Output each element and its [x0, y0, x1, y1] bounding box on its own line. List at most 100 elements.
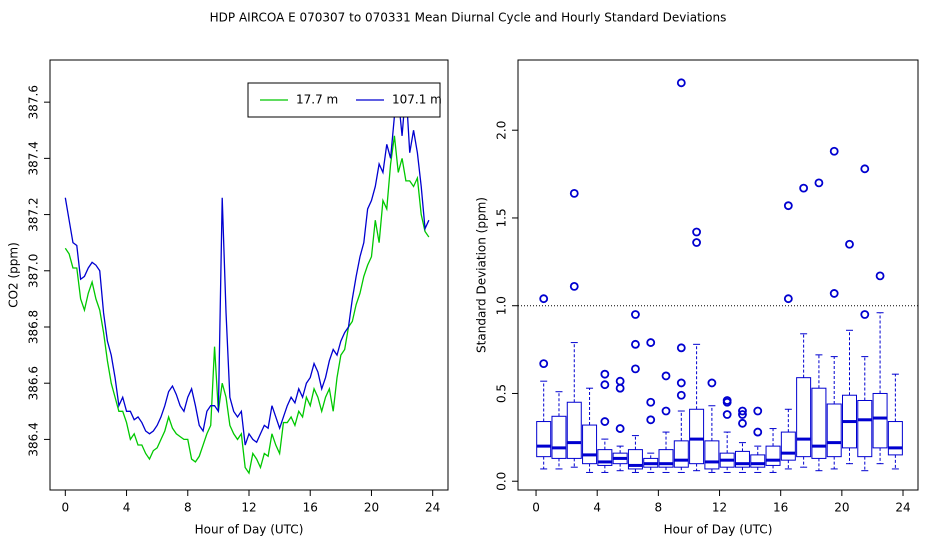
outlier	[631, 339, 640, 349]
box	[689, 408, 705, 465]
outlier	[661, 371, 671, 381]
outlier	[646, 338, 656, 347]
box	[750, 454, 766, 468]
outlier	[829, 289, 839, 298]
series-line	[64, 135, 430, 475]
box	[673, 440, 689, 468]
outlier	[814, 178, 824, 188]
y-tick-label: 387.4	[27, 141, 41, 175]
x-tick-label: 4	[123, 501, 131, 515]
outlier	[646, 397, 656, 407]
y-tick-label: 387.0	[27, 254, 41, 288]
outlier	[692, 227, 701, 237]
outlier	[569, 188, 579, 198]
outlier	[783, 294, 793, 304]
plot-frame	[49, 59, 449, 491]
outlier	[539, 294, 549, 304]
box	[536, 421, 552, 458]
page-title: HDP AIRCOA E 070307 to 070331 Mean Diurn…	[210, 11, 727, 25]
box	[658, 449, 674, 468]
outlier	[845, 239, 854, 249]
x-tick-label: 8	[184, 501, 192, 515]
outlier	[600, 380, 610, 390]
legend-label: 107.1 m	[392, 93, 442, 107]
outlier	[722, 396, 732, 405]
box	[551, 415, 567, 459]
x-tick-label: 0	[61, 501, 69, 515]
outlier	[676, 78, 686, 88]
outlier	[707, 378, 717, 388]
plot-frame	[517, 59, 919, 491]
x-axis-label: Hour of Day (UTC)	[664, 523, 773, 537]
x-tick-label: 24	[895, 501, 910, 515]
y-tick-label: 386.8	[27, 310, 41, 344]
box	[887, 421, 903, 456]
box	[734, 450, 750, 468]
box	[826, 403, 842, 458]
outlier	[676, 343, 686, 353]
outlier	[860, 310, 870, 319]
outlier	[615, 424, 625, 433]
x-tick-label: 4	[593, 501, 601, 515]
x-tick-label: 0	[532, 501, 540, 515]
y-axis-label: CO2 (ppm)	[7, 242, 21, 308]
box	[704, 440, 720, 470]
box	[765, 445, 781, 466]
outlier	[600, 369, 610, 379]
x-tick-label: 20	[834, 501, 849, 515]
outlier	[692, 238, 701, 247]
outlier	[783, 201, 793, 211]
y-axis-label: Standard Deviation (ppm)	[475, 197, 489, 353]
y-tick-label: 0.5	[495, 384, 509, 403]
box	[811, 387, 827, 459]
legend-label: 17.7 m	[296, 93, 338, 107]
box	[582, 424, 598, 465]
y-tick-label: 387.2	[27, 197, 41, 231]
outlier	[738, 410, 747, 419]
outlier	[661, 406, 671, 416]
y-tick-label: 386.6	[27, 366, 41, 400]
y-tick-label: 386.4	[27, 422, 41, 456]
y-tick-label: 387.6	[27, 85, 41, 119]
x-tick-label: 8	[655, 501, 663, 515]
y-tick-label: 2.0	[495, 121, 509, 140]
outlier	[615, 376, 625, 386]
outlier	[860, 164, 870, 174]
x-tick-label: 24	[425, 501, 440, 515]
outlier	[646, 415, 656, 425]
outlier	[539, 359, 549, 369]
outlier	[676, 378, 686, 388]
outlier	[829, 146, 839, 156]
box	[566, 401, 582, 459]
box	[627, 449, 643, 470]
y-tick-label: 1.0	[495, 296, 509, 315]
outlier	[631, 364, 640, 374]
x-tick-label: 16	[303, 501, 318, 515]
x-tick-label: 20	[364, 501, 379, 515]
x-tick-label: 12	[712, 501, 727, 515]
y-tick-label: 0.0	[495, 472, 509, 491]
x-tick-label: 16	[773, 501, 788, 515]
box	[872, 392, 888, 449]
x-axis-label: Hour of Day (UTC)	[195, 523, 304, 537]
outlier	[738, 406, 747, 416]
outlier	[676, 390, 686, 400]
outlier	[738, 418, 747, 428]
y-tick-label: 1.5	[495, 208, 509, 227]
outlier	[753, 406, 763, 416]
outlier	[799, 183, 809, 193]
box	[857, 399, 873, 458]
outlier	[722, 410, 732, 419]
outlier	[569, 282, 579, 291]
box	[780, 431, 796, 461]
outlier	[875, 271, 885, 281]
box	[796, 377, 812, 458]
outlier	[600, 417, 610, 426]
box	[597, 449, 613, 466]
outlier	[615, 383, 625, 393]
x-tick-label: 12	[241, 501, 256, 515]
series-line	[64, 88, 430, 446]
outlier	[753, 427, 763, 437]
outlier	[631, 310, 640, 319]
